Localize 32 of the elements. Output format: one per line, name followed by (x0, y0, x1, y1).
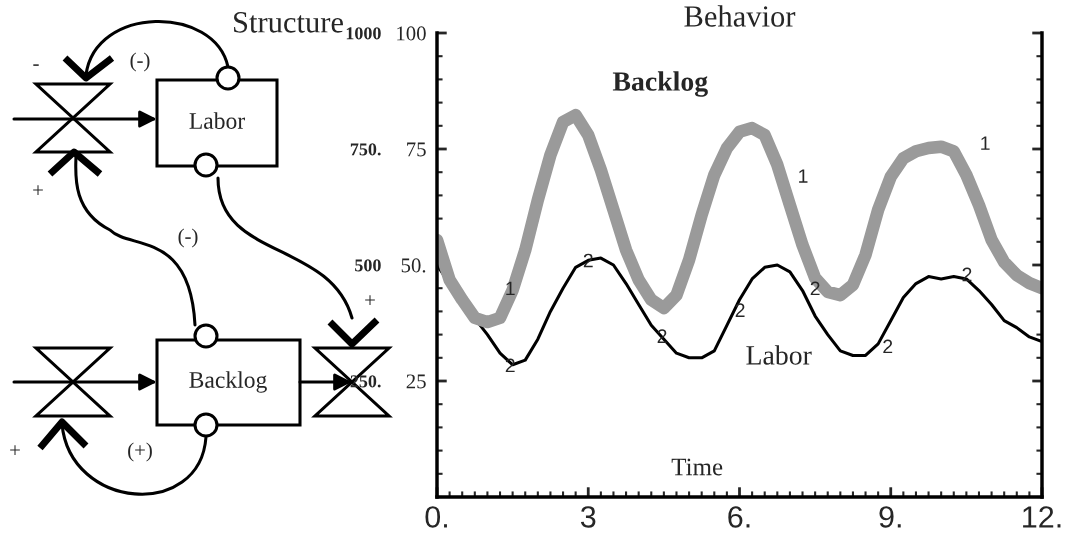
annotation: 1 (506, 281, 515, 296)
x-tick-label: 9. (879, 506, 901, 528)
x-tick-label: 6. (728, 506, 750, 528)
text: (+) (128, 442, 152, 462)
text: (-) (178, 228, 198, 248)
y-tick-label: 750. (350, 143, 381, 156)
text: + (33, 185, 43, 195)
text: + (365, 295, 375, 305)
text: - (33, 64, 39, 66)
annotation: 2 (883, 339, 893, 354)
chart-title: Behavior (684, 5, 796, 27)
text: Backlog (189, 371, 267, 393)
annotation: 2 (735, 303, 745, 317)
series-label: Labor (746, 345, 812, 365)
text: Labor (189, 112, 245, 129)
annotation: 1 (981, 136, 990, 150)
text: + (10, 445, 20, 455)
x-tick-label: 12. (1023, 506, 1061, 528)
text: Structure (234, 12, 343, 33)
x-tick-label: 0. (425, 506, 447, 528)
y-tick-label: 1000 (346, 27, 381, 40)
text: (-) (130, 52, 150, 72)
x-axis-title: Time (671, 458, 723, 476)
series-label: Backlog (612, 71, 708, 97)
x-tick-label: 3 (580, 506, 596, 528)
y2-tick-label: 25 (406, 374, 426, 389)
annotation: 1 (799, 169, 808, 183)
y2-tick-label: 100 (397, 26, 426, 41)
annotation: 2 (810, 281, 820, 296)
y2-tick-label: 50. (401, 258, 426, 273)
y2-tick-label: 75 (407, 142, 426, 157)
y-tick-label: 500 (355, 259, 381, 272)
